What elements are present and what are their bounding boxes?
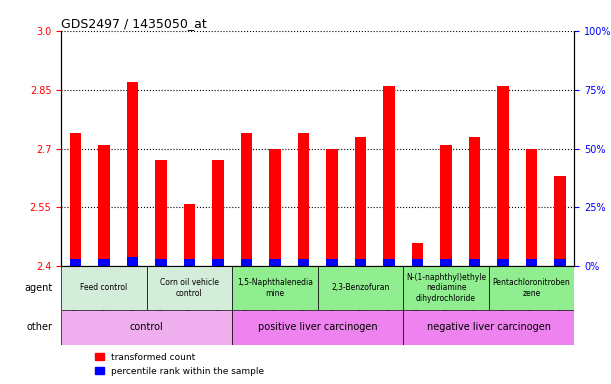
Bar	[526, 259, 537, 266]
Bar	[441, 145, 452, 266]
FancyBboxPatch shape	[403, 310, 574, 345]
Bar	[184, 259, 195, 266]
Text: agent: agent	[24, 283, 53, 293]
Legend: transformed count, percentile rank within the sample: transformed count, percentile rank withi…	[91, 349, 268, 379]
Bar	[212, 259, 224, 266]
Bar	[383, 86, 395, 266]
Bar	[355, 259, 366, 266]
FancyBboxPatch shape	[61, 266, 147, 310]
Bar	[126, 257, 138, 266]
Bar	[241, 133, 252, 266]
Bar	[269, 149, 280, 266]
Bar	[469, 137, 480, 266]
FancyBboxPatch shape	[318, 266, 403, 310]
Bar	[412, 259, 423, 266]
Bar	[298, 133, 309, 266]
Text: other: other	[26, 322, 53, 332]
Bar	[98, 259, 109, 266]
FancyBboxPatch shape	[147, 266, 232, 310]
Bar	[298, 259, 309, 266]
Bar	[469, 259, 480, 266]
Bar	[383, 259, 395, 266]
Bar	[241, 259, 252, 266]
Text: 2,3-Benzofuran: 2,3-Benzofuran	[331, 283, 390, 293]
Text: Pentachloronitroben
zene: Pentachloronitroben zene	[492, 278, 571, 298]
Text: 1,5-Naphthalenedia
mine: 1,5-Naphthalenedia mine	[237, 278, 313, 298]
FancyBboxPatch shape	[232, 310, 403, 345]
FancyBboxPatch shape	[489, 266, 574, 310]
Bar	[184, 204, 195, 266]
Bar	[98, 145, 109, 266]
Bar	[554, 176, 566, 266]
Text: positive liver carcinogen: positive liver carcinogen	[258, 322, 378, 332]
Bar	[126, 82, 138, 266]
FancyBboxPatch shape	[403, 266, 489, 310]
Bar	[412, 243, 423, 266]
Text: N-(1-naphthyl)ethyle
nediamine
dihydrochloride: N-(1-naphthyl)ethyle nediamine dihydroch…	[406, 273, 486, 303]
Bar	[155, 161, 167, 266]
Bar	[526, 149, 537, 266]
Text: control: control	[130, 322, 164, 332]
Bar	[212, 161, 224, 266]
FancyBboxPatch shape	[232, 266, 318, 310]
Bar	[497, 259, 509, 266]
Bar	[155, 259, 167, 266]
Bar	[554, 259, 566, 266]
Bar	[326, 149, 338, 266]
Bar	[497, 86, 509, 266]
Bar	[269, 259, 280, 266]
Text: GDS2497 / 1435050_at: GDS2497 / 1435050_at	[61, 17, 207, 30]
Text: negative liver carcinogen: negative liver carcinogen	[427, 322, 551, 332]
Text: Feed control: Feed control	[80, 283, 128, 293]
FancyBboxPatch shape	[61, 310, 232, 345]
Bar	[355, 137, 366, 266]
Bar	[441, 259, 452, 266]
Bar	[70, 259, 81, 266]
Text: Corn oil vehicle
control: Corn oil vehicle control	[160, 278, 219, 298]
Bar	[70, 133, 81, 266]
Bar	[326, 259, 338, 266]
